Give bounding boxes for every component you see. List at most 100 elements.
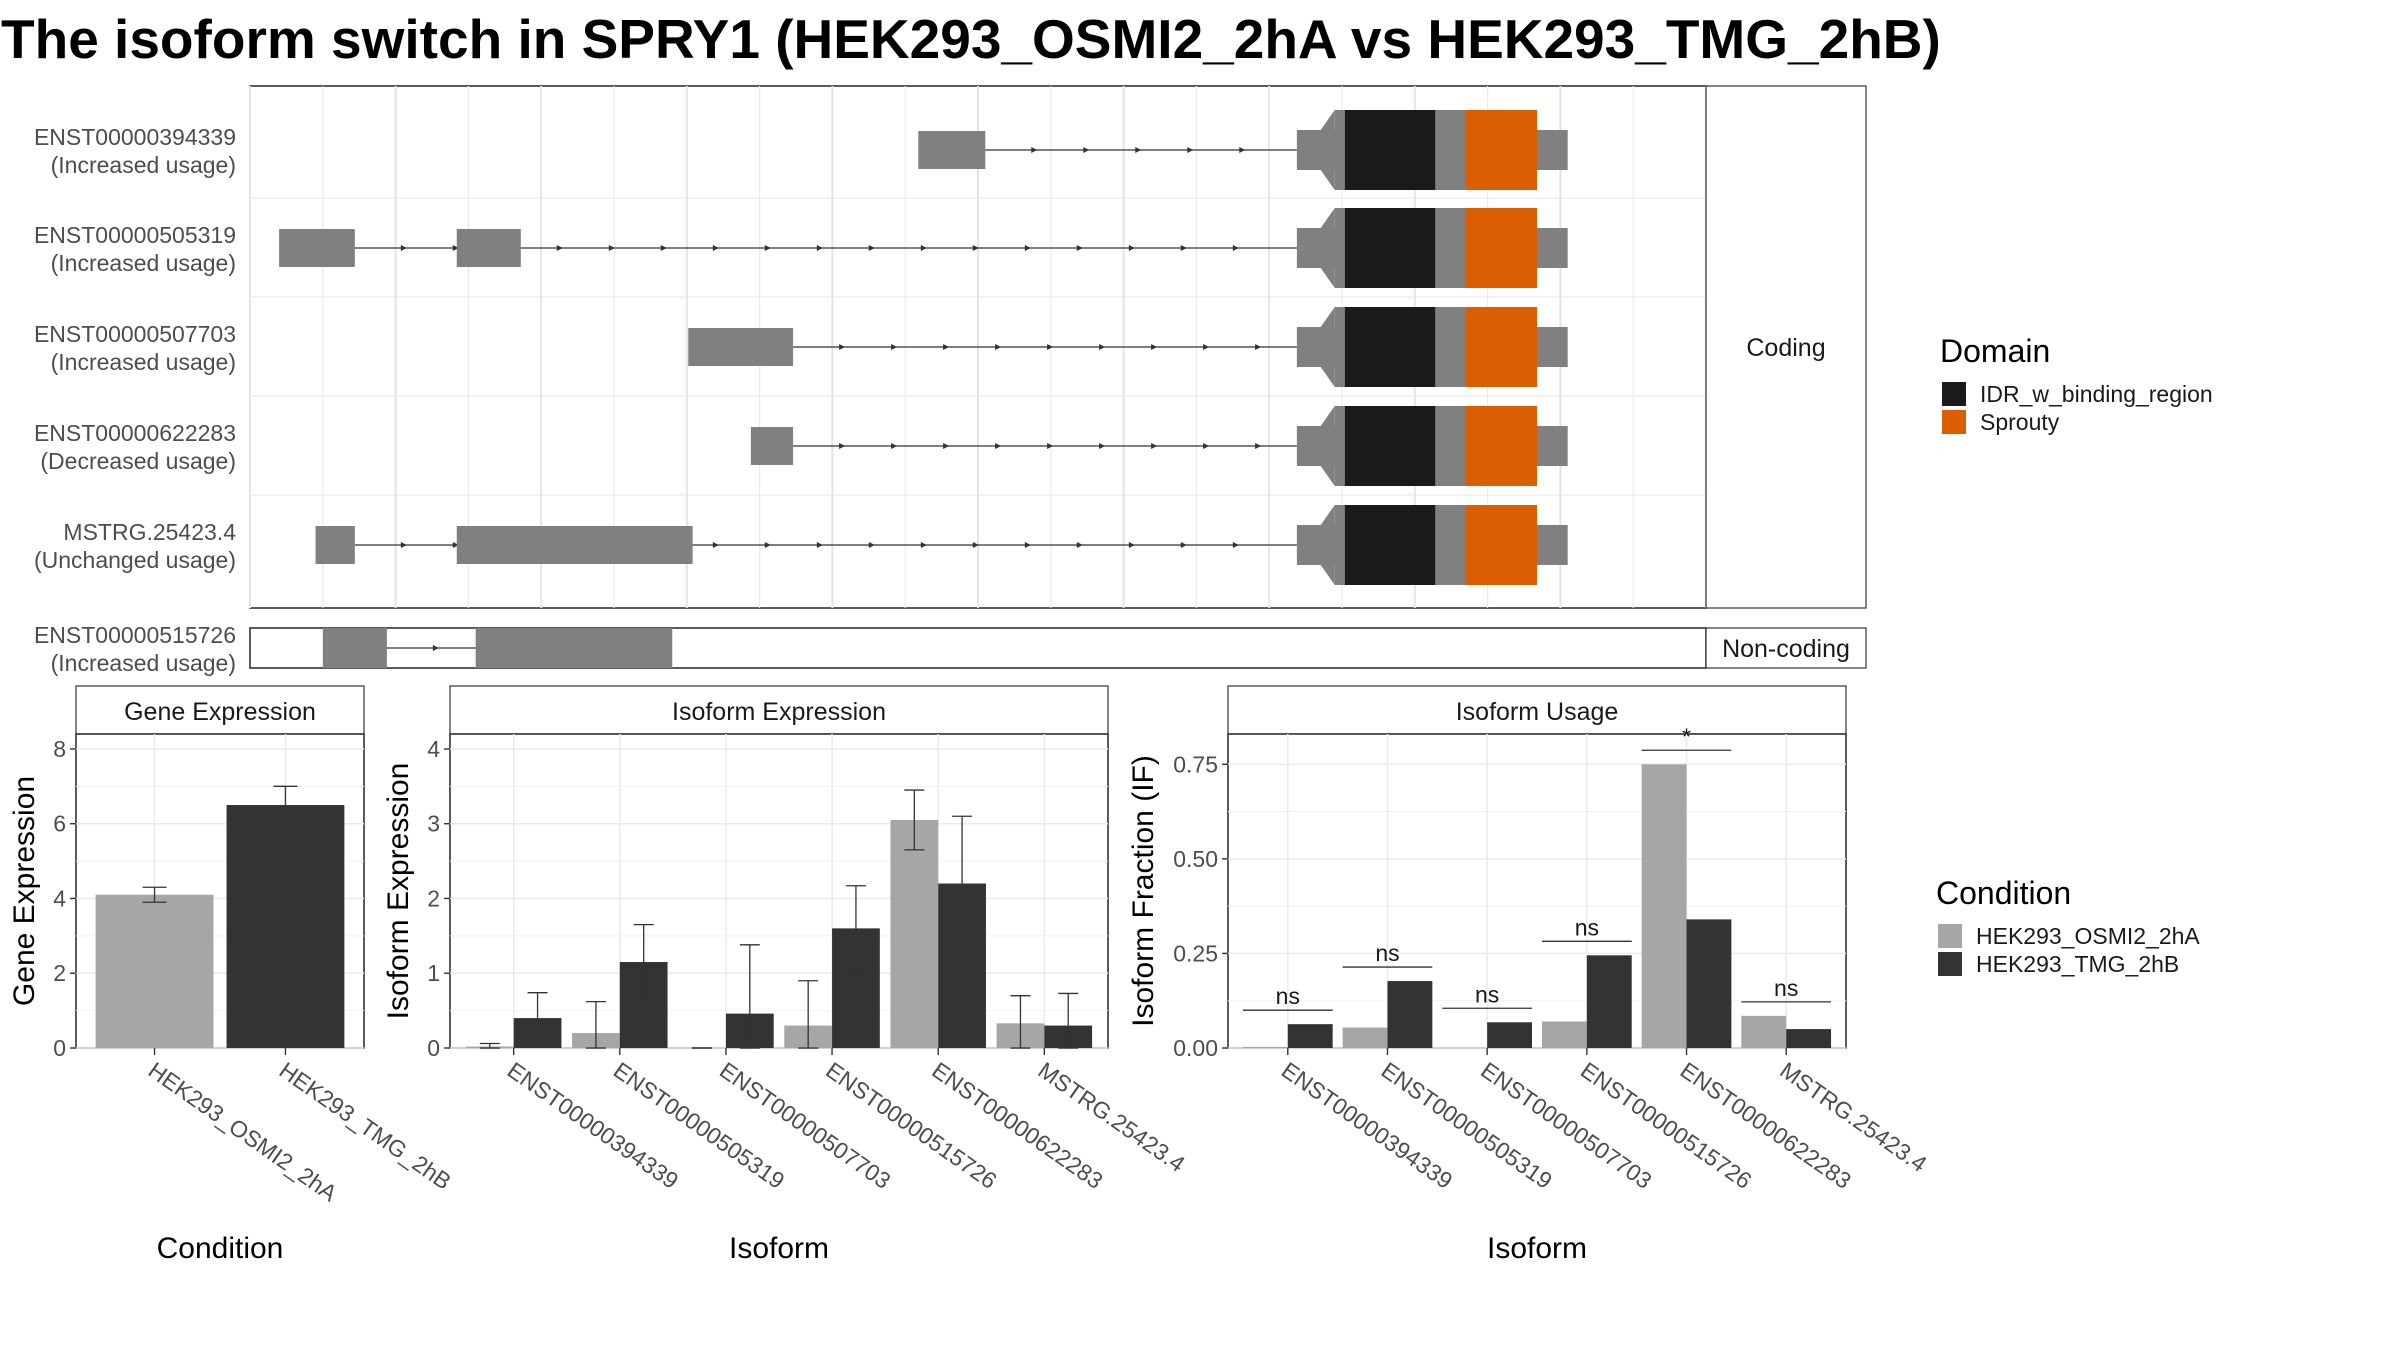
bar bbox=[1242, 1046, 1288, 1048]
intron-arrow bbox=[556, 245, 563, 251]
domain-legend-key bbox=[1942, 410, 1966, 434]
bar bbox=[1641, 764, 1687, 1048]
domain-idr bbox=[1344, 406, 1436, 486]
intron-arrow bbox=[972, 245, 979, 251]
y-tick-label: 6 bbox=[53, 811, 66, 837]
transcript-usage-label: (Increased usage) bbox=[51, 349, 236, 375]
exon bbox=[750, 427, 794, 465]
transcript-id-label: MSTRG.25423.4 bbox=[63, 519, 236, 545]
domain-idr bbox=[1344, 307, 1436, 387]
x-tick-label: ENST00000505319 bbox=[609, 1057, 789, 1194]
y-tick-label: 0.25 bbox=[1173, 940, 1218, 966]
chart-2: Isoform Usage 0.00 0.25 0.50 0.75 ns ns ns ns * ns… bbox=[1127, 685, 1932, 1265]
intron-arrow bbox=[432, 645, 439, 651]
y-axis-title: Gene Expression bbox=[8, 776, 41, 1006]
intron-arrow bbox=[1128, 542, 1135, 548]
intron-arrow bbox=[891, 443, 898, 449]
exon-cds-transition bbox=[1320, 307, 1335, 387]
x-axis-title: Isoform bbox=[1487, 1232, 1587, 1265]
condition-legend-label: HEK293_OSMI2_2hA bbox=[1976, 923, 2200, 949]
transcript-id-label: ENST00000505319 bbox=[34, 222, 236, 248]
bar bbox=[1586, 955, 1632, 1048]
exon bbox=[456, 229, 521, 267]
domain-sprouty bbox=[1465, 110, 1538, 190]
intron-arrow bbox=[1031, 147, 1038, 153]
intron-arrow bbox=[868, 245, 875, 251]
bar bbox=[1387, 981, 1433, 1048]
exon bbox=[918, 131, 986, 169]
intron-arrow bbox=[972, 542, 979, 548]
intron-arrow bbox=[1239, 147, 1246, 153]
bar bbox=[890, 819, 939, 1048]
intron-arrow bbox=[608, 245, 615, 251]
chart-strip bbox=[449, 685, 1109, 735]
intron-arrow bbox=[764, 542, 771, 548]
intron-arrow bbox=[1232, 542, 1239, 548]
intron-arrow bbox=[920, 542, 927, 548]
intron-arrow bbox=[816, 245, 823, 251]
transcript-usage-label: (Increased usage) bbox=[51, 152, 236, 178]
transcript-usage-label: (Increased usage) bbox=[51, 250, 236, 276]
exon bbox=[322, 628, 387, 668]
y-tick-label: 0 bbox=[427, 1035, 440, 1061]
condition-legend-title: Condition bbox=[1936, 875, 2071, 911]
domain-legend-key bbox=[1942, 382, 1966, 406]
x-tick-label: ENST00000507703 bbox=[1476, 1057, 1656, 1194]
transcript-usage-label: (Unchanged usage) bbox=[34, 547, 236, 573]
condition-legend-key bbox=[1938, 952, 1962, 976]
chart-panel bbox=[449, 733, 1109, 1049]
intron-arrow bbox=[712, 542, 719, 548]
intron-arrow bbox=[1255, 443, 1262, 449]
chart-panel bbox=[1227, 733, 1847, 1049]
exon bbox=[688, 328, 794, 366]
transcript-structure-panel: CodingNon-codingENST00000394339(Increase… bbox=[34, 85, 1867, 676]
intron-arrow bbox=[712, 245, 719, 251]
bar bbox=[226, 805, 345, 1048]
intron-arrow bbox=[1083, 147, 1090, 153]
chart-0: Gene Expression02468HEK293_OSMI2_2hAHEK2… bbox=[8, 685, 456, 1265]
x-axis-title: Condition bbox=[157, 1232, 284, 1265]
intron-arrow bbox=[1180, 542, 1187, 548]
y-tick-label: 3 bbox=[427, 811, 440, 837]
intron-arrow bbox=[1255, 344, 1262, 350]
y-axis-title: Isoform Fraction (IF) bbox=[1127, 755, 1160, 1027]
intron-arrow bbox=[1099, 344, 1106, 350]
intron-arrow bbox=[943, 443, 950, 449]
domain-sprouty bbox=[1465, 406, 1538, 486]
domain-legend-title: Domain bbox=[1940, 333, 2050, 369]
exon-cds-transition bbox=[1320, 505, 1335, 585]
x-tick-label: ENST00000515726 bbox=[1576, 1057, 1756, 1194]
intron-arrow bbox=[1135, 147, 1142, 153]
intron-arrow bbox=[1128, 245, 1135, 251]
bar bbox=[1342, 1027, 1388, 1048]
intron-arrow bbox=[452, 542, 459, 548]
intron-arrow bbox=[452, 245, 459, 251]
transcript-id-label: ENST00000507703 bbox=[34, 321, 236, 347]
intron-arrow bbox=[868, 542, 875, 548]
domain-sprouty bbox=[1465, 208, 1538, 288]
y-tick-label: 0.75 bbox=[1173, 751, 1218, 777]
condition-legend-key bbox=[1938, 924, 1962, 948]
intron-arrow bbox=[995, 344, 1002, 350]
bar bbox=[95, 894, 214, 1048]
chart-strip-label: Isoform Expression bbox=[672, 698, 886, 726]
chart-strip-label: Gene Expression bbox=[124, 698, 316, 726]
significance-label: ns bbox=[1276, 983, 1300, 1009]
intron-arrow bbox=[1076, 542, 1083, 548]
bar bbox=[1786, 1029, 1832, 1048]
exon bbox=[475, 628, 673, 668]
facet-strip-label: Non-coding bbox=[1722, 635, 1850, 663]
domain-idr bbox=[1344, 505, 1436, 585]
y-tick-label: 2 bbox=[53, 960, 66, 986]
exon bbox=[279, 229, 355, 267]
intron-arrow bbox=[839, 344, 846, 350]
facet-strip bbox=[1705, 627, 1867, 669]
x-tick-label: ENST00000622283 bbox=[927, 1057, 1107, 1194]
chart-strip bbox=[1227, 685, 1847, 735]
y-tick-label: 2 bbox=[427, 885, 440, 911]
intron-arrow bbox=[920, 245, 927, 251]
intron-arrow bbox=[839, 443, 846, 449]
exon bbox=[456, 526, 693, 564]
intron-arrow bbox=[400, 542, 407, 548]
